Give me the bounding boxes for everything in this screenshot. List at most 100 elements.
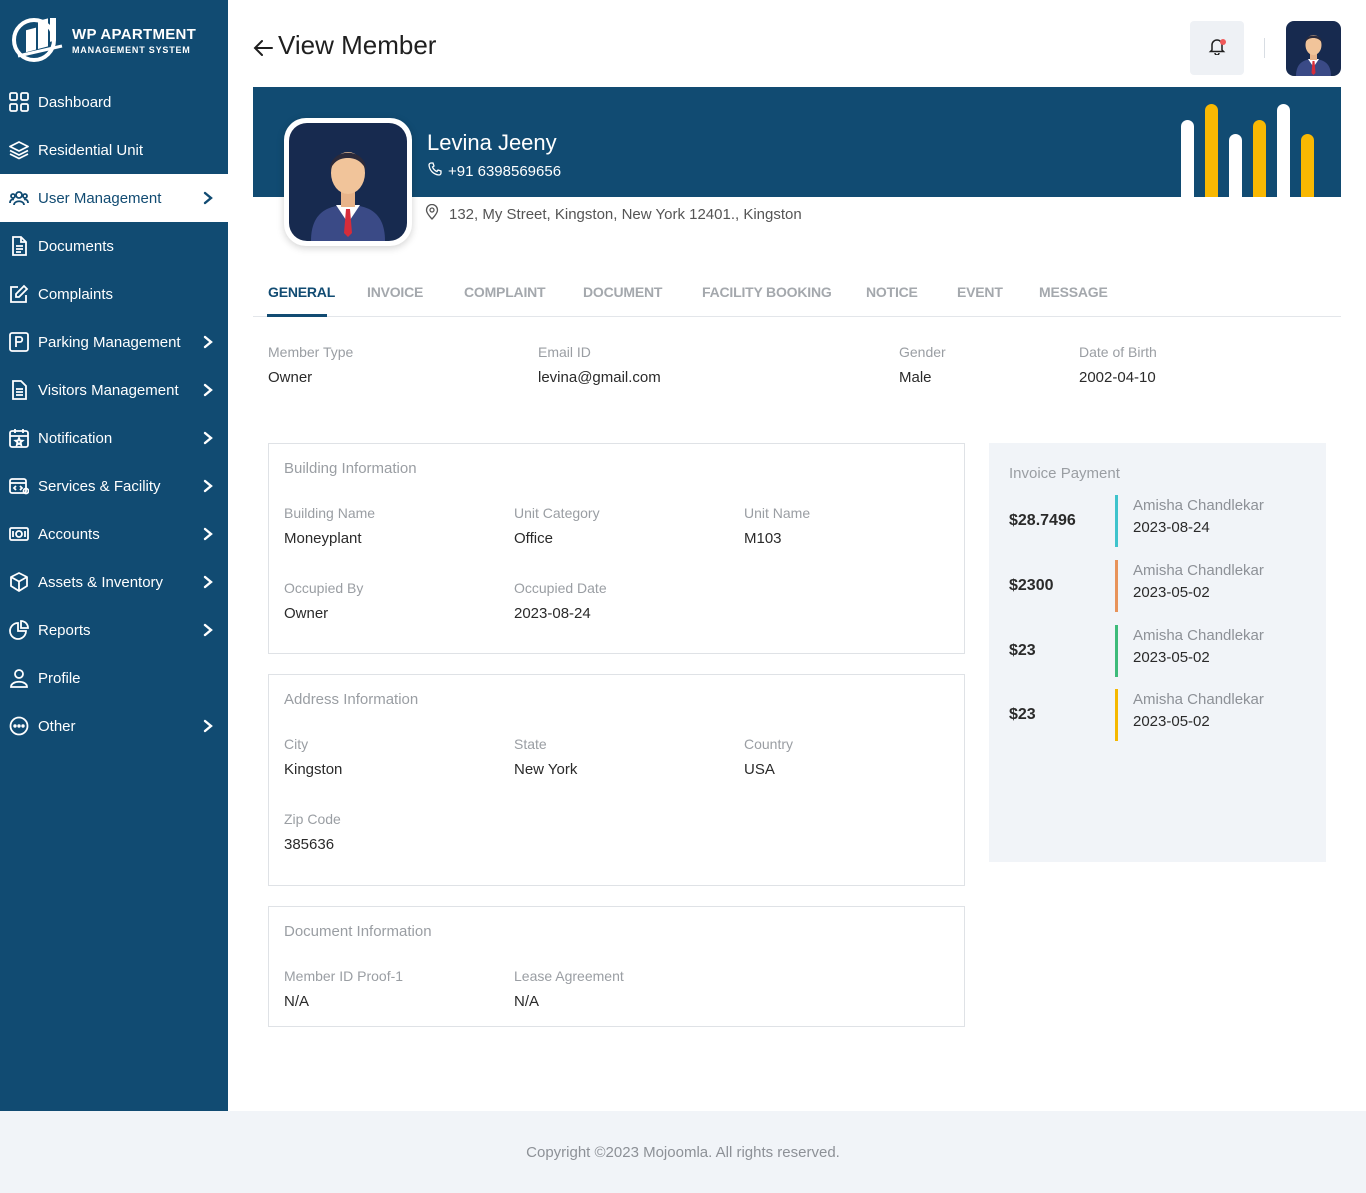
- footer: Copyright ©2023 Mojoomla. All rights res…: [0, 1111, 1366, 1193]
- back-arrow-icon[interactable]: [252, 35, 274, 57]
- decor-bar: [1253, 120, 1266, 197]
- proof-value[interactable]: N/A: [284, 993, 310, 1010]
- member-phone-text: +91 6398569656: [448, 162, 562, 180]
- tab-message[interactable]: MESSAGE: [1039, 284, 1108, 300]
- chevron-right-icon: [202, 527, 214, 541]
- sidebar-item-other[interactable]: Other: [0, 702, 228, 750]
- sidebar-item-label: Visitors Management: [38, 381, 179, 399]
- tab-event[interactable]: EVENT: [957, 284, 1003, 300]
- pie-chart-icon: [8, 619, 30, 641]
- sidebar-item-dashboard[interactable]: Dashboard: [0, 78, 228, 126]
- sidebar-item-services-facility[interactable]: Services & Facility: [0, 462, 228, 510]
- member-type-value: Owner: [268, 369, 313, 386]
- sidebar-item-residential-unit[interactable]: Residential Unit: [0, 126, 228, 174]
- invoice-item[interactable]: $23 Amisha Chandlekar 2023-05-02: [1009, 689, 1309, 741]
- sidebar-item-label: Profile: [38, 669, 81, 687]
- building-logo-icon: [12, 12, 68, 62]
- invoice-color-bar: [1115, 689, 1118, 741]
- lease-label: Lease Agreement: [514, 968, 624, 984]
- tab-notice[interactable]: NOTICE: [866, 284, 918, 300]
- lease-value[interactable]: N/A: [514, 993, 540, 1010]
- country-value: USA: [744, 761, 775, 778]
- member-address: 132, My Street, Kingston, New York 12401…: [425, 203, 802, 224]
- header-divider: [1264, 38, 1265, 58]
- gender-value: Male: [899, 369, 932, 386]
- page-title: View Member: [252, 30, 436, 61]
- tab-facility-booking[interactable]: FACILITY BOOKING: [702, 284, 832, 300]
- bell-icon: [1208, 37, 1226, 60]
- sidebar-item-documents[interactable]: Documents: [0, 222, 228, 270]
- decor-bar: [1205, 104, 1218, 197]
- cash-icon: [8, 523, 30, 545]
- card-title: Address Information: [284, 691, 419, 708]
- sidebar-item-user-management[interactable]: User Management: [0, 174, 228, 222]
- parking-icon: [8, 331, 30, 353]
- proof-label: Member ID Proof-1: [284, 968, 404, 984]
- chevron-right-icon: [202, 719, 214, 733]
- invoice-amount: $2300: [1009, 577, 1054, 594]
- member-phone: +91 6398569656: [428, 162, 561, 180]
- sidebar-item-reports[interactable]: Reports: [0, 606, 228, 654]
- email-value: levina@gmail.com: [538, 369, 661, 386]
- email-label: Email ID: [538, 344, 591, 360]
- user-avatar[interactable]: [1286, 21, 1341, 76]
- invoice-date: 2023-05-02: [1133, 713, 1210, 730]
- invoice-payment-panel: Invoice Payment $28.7496 Amisha Chandlek…: [989, 443, 1326, 862]
- services-icon: [8, 475, 30, 497]
- sidebar-item-label: Services & Facility: [38, 477, 161, 495]
- invoice-item[interactable]: $2300 Amisha Chandlekar 2023-05-02: [1009, 560, 1309, 612]
- sidebar-item-profile[interactable]: Profile: [0, 654, 228, 702]
- dob-label: Date of Birth: [1079, 344, 1157, 360]
- document-icon: [8, 235, 30, 257]
- notification-button[interactable]: [1190, 21, 1244, 75]
- member-type-label: Member Type: [268, 344, 354, 360]
- state-value: New York: [514, 761, 578, 778]
- building-name-label: Building Name: [284, 505, 376, 521]
- tab-general[interactable]: GENERAL: [268, 284, 336, 300]
- invoice-color-bar: [1115, 495, 1118, 547]
- decor-bar: [1181, 120, 1194, 197]
- chevron-right-icon: [202, 335, 214, 349]
- logo-subtitle: MANAGEMENT SYSTEM: [72, 44, 191, 55]
- location-pin-icon: [425, 203, 439, 224]
- sidebar-item-accounts[interactable]: Accounts: [0, 510, 228, 558]
- tab-complaint[interactable]: COMPLAINT: [464, 284, 546, 300]
- sidebar-item-label: Parking Management: [38, 333, 181, 351]
- sidebar-item-notification[interactable]: Notification: [0, 414, 228, 462]
- sidebar-item-label: Residential Unit: [38, 141, 144, 159]
- address-info-card: Address Information City Kingston State …: [268, 674, 965, 886]
- zip-value: 385636: [284, 836, 335, 853]
- app-logo[interactable]: WP APARTMENT MANAGEMENT SYSTEM: [0, 0, 228, 80]
- tab-document[interactable]: DOCUMENT: [583, 284, 663, 300]
- user-icon: [8, 667, 30, 689]
- invoice-name: Amisha Chandlekar: [1133, 562, 1264, 579]
- active-tab-indicator: [267, 314, 327, 317]
- sidebar-item-parking-management[interactable]: Parking Management: [0, 318, 228, 366]
- document-info-card: Document Information Member ID Proof-1 N…: [268, 906, 965, 1027]
- sidebar-item-label: Assets & Inventory: [38, 573, 164, 591]
- chevron-right-icon: [202, 479, 214, 493]
- city-label: City: [284, 736, 309, 752]
- invoice-item[interactable]: $28.7496 Amisha Chandlekar 2023-08-24: [1009, 495, 1309, 547]
- sidebar-item-label: User Management: [38, 189, 162, 207]
- chevron-right-icon: [202, 383, 214, 397]
- invoice-name: Amisha Chandlekar: [1133, 627, 1264, 644]
- grid-icon: [8, 91, 30, 113]
- dob-value: 2002-04-10: [1079, 369, 1156, 386]
- invoice-title: Invoice Payment: [1009, 465, 1120, 482]
- sidebar-item-visitors-management[interactable]: Visitors Management: [0, 366, 228, 414]
- sidebar-item-complaints[interactable]: Complaints: [0, 270, 228, 318]
- sidebar-item-assets-inventory[interactable]: Assets & Inventory: [0, 558, 228, 606]
- sidebar-item-label: Reports: [38, 621, 91, 639]
- chevron-right-icon: [202, 575, 214, 589]
- unit-name-label: Unit Name: [744, 505, 811, 521]
- occupied-date-value: 2023-08-24: [514, 605, 591, 622]
- tab-invoice[interactable]: INVOICE: [367, 284, 424, 300]
- building-info-card: Building Information Building Name Money…: [268, 443, 965, 654]
- invoice-item[interactable]: $23 Amisha Chandlekar 2023-05-02: [1009, 625, 1309, 677]
- decor-bar: [1301, 134, 1314, 197]
- profile-banner: [253, 87, 1341, 197]
- clipboard-icon: [8, 379, 30, 401]
- chevron-right-icon: [202, 623, 214, 637]
- occupied-by-value: Owner: [284, 605, 329, 622]
